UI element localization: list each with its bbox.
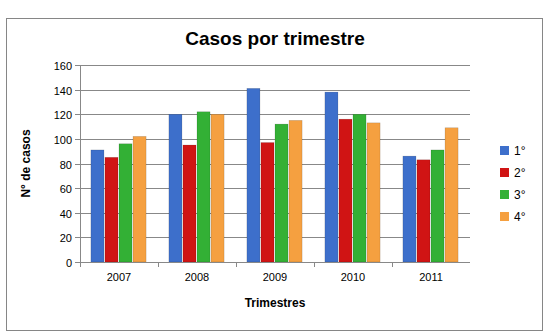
tick-mark	[75, 164, 80, 165]
y-tick-label: 60	[60, 183, 72, 195]
bar	[261, 143, 274, 262]
y-axis-label: N° de casos	[19, 129, 33, 197]
legend-label: 3°	[514, 188, 526, 202]
tick-mark	[75, 65, 80, 66]
legend-swatch	[500, 190, 509, 199]
x-axis	[80, 262, 470, 263]
bar	[119, 144, 132, 262]
bar	[197, 112, 210, 262]
legend-label: 2°	[514, 166, 526, 180]
bar	[339, 119, 352, 262]
y-tick-label: 20	[60, 232, 72, 244]
tick-mark	[75, 262, 80, 263]
tick-mark	[75, 90, 80, 91]
bar	[325, 92, 338, 262]
bar	[417, 160, 430, 262]
grid-line	[80, 262, 470, 263]
bar	[403, 156, 416, 262]
x-tick-mark	[236, 262, 237, 267]
bar	[247, 88, 260, 262]
bar	[367, 123, 380, 262]
x-tick-mark	[158, 262, 159, 267]
bar	[133, 136, 146, 262]
y-tick-label: 120	[54, 109, 72, 121]
legend-swatch	[500, 168, 509, 177]
y-tick-label: 40	[60, 208, 72, 220]
y-tick-label: 80	[60, 159, 72, 171]
legend-swatch	[500, 212, 509, 221]
title: Casos por trimestre	[185, 28, 365, 49]
x-axis-label: Trimestres	[245, 296, 306, 310]
chart-frame	[7, 19, 543, 331]
y-tick-label: 160	[54, 60, 72, 72]
x-tick-mark	[80, 262, 81, 267]
x-tick-label: 2009	[263, 271, 287, 283]
bar	[105, 157, 118, 262]
bar	[275, 124, 288, 262]
x-tick-label: 2011	[419, 271, 443, 283]
tick-mark	[75, 237, 80, 238]
legend-swatch	[500, 146, 509, 155]
x-tick-mark	[392, 262, 393, 267]
bars	[91, 88, 458, 262]
tick-mark	[75, 213, 80, 214]
x-tick-label: 2008	[185, 271, 209, 283]
bar	[353, 114, 366, 262]
y-tick-label: 100	[54, 134, 72, 146]
bar	[91, 150, 104, 262]
y-tick-label: 0	[66, 257, 72, 269]
y-tick-label: 140	[54, 85, 72, 97]
grid-line	[80, 65, 470, 66]
legend-label: 4°	[514, 210, 526, 224]
x-tick-label: 2007	[107, 271, 131, 283]
bar	[183, 145, 196, 262]
x-tick-label: 2010	[341, 271, 365, 283]
grid-line	[80, 114, 470, 115]
tick-mark	[75, 188, 80, 189]
bar	[445, 128, 458, 262]
bar	[169, 114, 182, 262]
legend-label: 1°	[514, 144, 526, 158]
bar	[431, 150, 444, 262]
bar	[211, 114, 224, 262]
bar	[289, 120, 302, 262]
x-tick-mark	[314, 262, 315, 267]
grid-line	[80, 90, 470, 91]
tick-mark	[75, 114, 80, 115]
y-axis	[80, 65, 81, 262]
tick-mark	[75, 139, 80, 140]
